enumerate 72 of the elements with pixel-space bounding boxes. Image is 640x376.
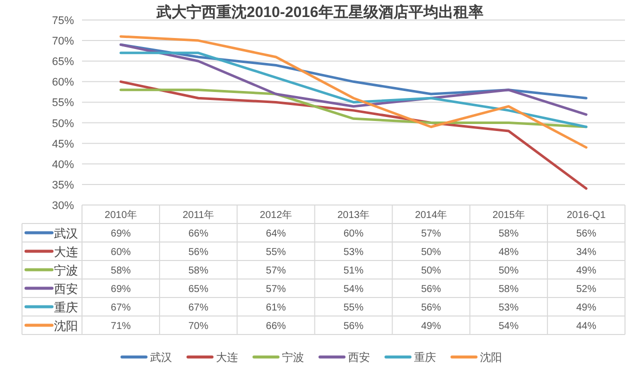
y-tick-label: 65% <box>52 56 74 68</box>
x-tick-label: 2014年 <box>414 209 448 221</box>
legend-label: 沈阳 <box>54 319 78 333</box>
x-tick-label: 2016-Q1 <box>566 210 606 221</box>
data-label: 58% <box>498 284 519 295</box>
data-label: 49% <box>421 321 442 332</box>
text: 西安 <box>348 352 370 364</box>
data-label: 65% <box>188 284 208 295</box>
y-tick-label: 70% <box>52 36 74 48</box>
data-label: 58% <box>110 266 131 276</box>
y-tick-label: 45% <box>52 138 74 150</box>
legend-label: 重庆 <box>54 300 78 314</box>
y-tick-label: 30% <box>52 200 74 212</box>
legend-label: 武汉 <box>54 226 78 240</box>
data-label: 57% <box>266 266 286 276</box>
text: 大连 <box>216 352 238 364</box>
x-tick-label: 2013年 <box>337 209 370 221</box>
data-label: 34% <box>576 247 596 258</box>
legend-label: 宁波 <box>54 264 78 278</box>
data-label: 49% <box>576 266 596 276</box>
data-label: 61% <box>266 302 286 314</box>
data-label: 53% <box>343 247 364 258</box>
data-label: 67% <box>110 302 131 314</box>
legend-label: 大连 <box>54 245 78 259</box>
y-tick-label: 75% <box>52 15 74 27</box>
data-label: 69% <box>110 284 131 295</box>
data-label: 50% <box>421 266 442 276</box>
x-tick-label: 2015年 <box>492 209 525 221</box>
y-tick-label: 35% <box>52 179 74 192</box>
data-label: 49% <box>576 302 596 314</box>
data-label: 70% <box>188 321 208 332</box>
data-label: 55% <box>343 302 364 314</box>
text: 宁波 <box>282 352 304 364</box>
data-label: 52% <box>576 284 596 295</box>
data-label: 44% <box>576 321 596 332</box>
data-label: 58% <box>498 228 519 240</box>
data-label: 48% <box>498 247 519 258</box>
data-label: 64% <box>266 228 286 240</box>
data-label: 56% <box>188 247 208 258</box>
data-label: 50% <box>421 247 442 258</box>
data-label: 66% <box>188 228 208 240</box>
data-label: 57% <box>266 284 286 295</box>
data-label: 67% <box>188 302 208 314</box>
x-tick-label: 2010年 <box>104 209 137 221</box>
data-label: 55% <box>266 247 286 258</box>
data-label: 66% <box>266 321 286 332</box>
y-tick-label: 40% <box>52 158 74 171</box>
x-tick-label: 2011年 <box>182 209 214 221</box>
data-label: 60% <box>110 247 131 258</box>
data-label: 69% <box>110 228 131 240</box>
data-label: 71% <box>110 321 131 332</box>
data-label: 50% <box>498 266 519 276</box>
text: 重庆 <box>414 352 436 364</box>
title: 武大宁西重沈2010-2016年五星级酒店平均出租率 <box>156 4 484 21</box>
data-label: 56% <box>576 228 596 240</box>
data-label: 53% <box>498 302 519 314</box>
y-tick-label: 60% <box>52 76 74 89</box>
text: 武汉 <box>150 352 172 364</box>
data-label: 60% <box>343 228 364 240</box>
data-label: 56% <box>343 321 364 332</box>
data-label: 51% <box>343 266 364 276</box>
data-label: 54% <box>498 321 519 332</box>
data-label: 56% <box>421 302 442 314</box>
text: 沈阳 <box>480 352 502 364</box>
data-label: 57% <box>421 228 442 240</box>
y-tick-label: 55% <box>52 97 74 110</box>
y-tick-label: 50% <box>52 118 74 130</box>
data-label: 58% <box>188 266 208 276</box>
x-tick-label: 2012年 <box>260 209 292 221</box>
data-label: 56% <box>421 284 442 295</box>
data-label: 54% <box>343 284 364 295</box>
legend-label: 西安 <box>54 282 78 296</box>
